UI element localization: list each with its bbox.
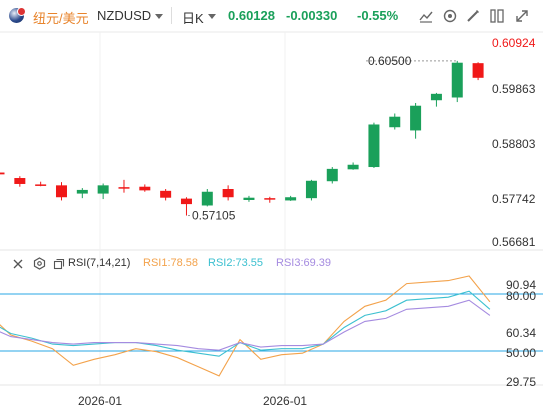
rsi3-line xyxy=(0,299,491,351)
candle-body[interactable] xyxy=(0,172,5,175)
candle-body[interactable] xyxy=(139,186,151,191)
price-axis-label: 0.58803 xyxy=(492,137,536,151)
price-axis-current: 0.60924 xyxy=(492,36,536,50)
candle-body[interactable] xyxy=(285,197,297,201)
candle-body[interactable] xyxy=(35,184,47,186)
candle-body[interactable] xyxy=(472,63,484,78)
candle-body[interactable] xyxy=(305,180,317,199)
date-axis-label: 2026-01 xyxy=(263,394,307,408)
candle-body[interactable] xyxy=(76,189,88,194)
price-axis-label: 0.56681 xyxy=(492,235,536,249)
rsi-axis-label: 50.00 xyxy=(506,346,536,360)
last-price: 0.60128 xyxy=(228,8,275,23)
rsi2-value: RSI2:73.55 xyxy=(208,257,264,269)
candle-body[interactable] xyxy=(97,185,109,194)
date-axis-label: 2026-01 xyxy=(78,394,122,408)
candle-body[interactable] xyxy=(264,198,276,200)
rsi-axis-label: 60.34 xyxy=(506,326,536,340)
candle-body[interactable] xyxy=(451,62,463,98)
candle-body[interactable] xyxy=(326,168,338,182)
price-annotation: 0.57105 xyxy=(192,209,236,223)
fullscreen-icon[interactable] xyxy=(513,7,531,25)
price-axis-label: 0.57742 xyxy=(492,192,536,206)
price-annotation: 0.60500 xyxy=(368,54,412,68)
rsi1-value: RSI1:78.58 xyxy=(143,257,199,269)
candle-body[interactable] xyxy=(160,190,172,198)
draw-icon[interactable] xyxy=(464,7,482,25)
settings-icon[interactable] xyxy=(441,7,459,25)
candle-body[interactable] xyxy=(410,105,422,131)
copy-icon[interactable] xyxy=(53,258,65,270)
candle-body[interactable] xyxy=(430,93,442,101)
currency-flag-icon xyxy=(9,7,26,23)
settings-icon[interactable] xyxy=(33,257,46,270)
candle-body[interactable] xyxy=(118,187,130,189)
candle-body[interactable] xyxy=(389,116,401,128)
rsi1-line xyxy=(0,275,491,377)
price-axis-label: 0.59863 xyxy=(492,82,536,96)
top-bar: 纽元/美元 NZDUSD 日K 0.60128 -0.00330 -0.55% xyxy=(0,0,543,32)
rsi-title: RSI(7,14,21) xyxy=(68,257,131,269)
price-change-percent: -0.55% xyxy=(357,8,399,23)
rsi-axis-label: 29.75 xyxy=(506,375,536,389)
candle-body[interactable] xyxy=(14,178,26,184)
price-change: -0.00330 xyxy=(286,8,338,23)
candle-body[interactable] xyxy=(201,191,213,206)
candle-body[interactable] xyxy=(222,189,234,198)
period-selector[interactable]: 日K xyxy=(182,11,204,26)
chevron-down-icon[interactable] xyxy=(155,14,163,19)
rsi3-value: RSI3:69.39 xyxy=(276,257,332,269)
divider xyxy=(171,7,172,24)
rsi2-line xyxy=(0,290,491,357)
candle-body[interactable] xyxy=(243,197,255,200)
collapse-icon[interactable] xyxy=(12,258,24,270)
layout-icon[interactable] xyxy=(488,7,506,25)
candle-body[interactable] xyxy=(368,124,380,168)
pair-name-cn[interactable]: 纽元/美元 xyxy=(33,11,89,26)
symbol-selector[interactable]: NZDUSD xyxy=(97,8,152,23)
rsi-axis-label: 80.00 xyxy=(506,289,536,303)
candle-body[interactable] xyxy=(180,198,192,205)
candle-body[interactable] xyxy=(347,164,359,170)
indicator-icon[interactable] xyxy=(417,7,435,25)
rsi-axis-label: 90.94 xyxy=(506,278,536,292)
chevron-down-icon[interactable] xyxy=(208,14,216,19)
candle-body[interactable] xyxy=(55,185,67,198)
